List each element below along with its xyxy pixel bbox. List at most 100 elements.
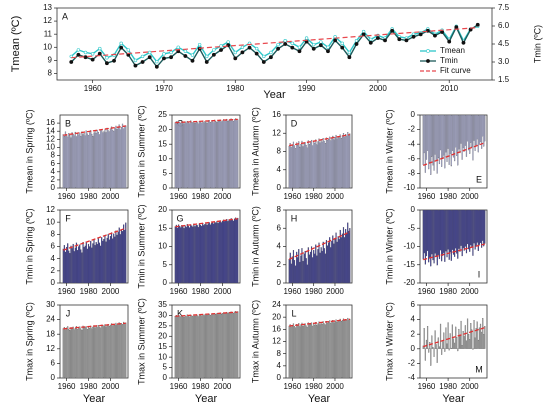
bar xyxy=(204,314,206,379)
bar xyxy=(310,322,313,379)
bar xyxy=(309,142,312,189)
bar xyxy=(462,209,464,249)
y-tick-label: 12 xyxy=(46,344,55,353)
bar xyxy=(194,315,196,379)
y-tick-label: 8 xyxy=(48,69,53,78)
bar xyxy=(447,209,449,250)
bar xyxy=(342,227,345,284)
series-line xyxy=(70,24,478,63)
bar xyxy=(110,323,113,379)
bar xyxy=(423,209,425,254)
bar xyxy=(68,328,70,379)
bar xyxy=(312,145,314,189)
bar xyxy=(110,126,113,189)
bar xyxy=(430,348,432,366)
bar xyxy=(340,138,342,189)
bar xyxy=(348,134,350,189)
bar xyxy=(183,228,185,284)
bar xyxy=(462,331,464,349)
bar xyxy=(84,327,86,379)
point xyxy=(340,41,344,46)
bar xyxy=(312,325,314,379)
bar xyxy=(466,318,469,349)
bar xyxy=(221,120,224,189)
y-tick-label: 10 xyxy=(158,352,167,361)
bar xyxy=(79,326,81,379)
bar xyxy=(439,209,442,251)
point xyxy=(105,56,109,60)
bar xyxy=(459,334,461,349)
point xyxy=(162,56,166,61)
point xyxy=(204,60,209,64)
bar xyxy=(347,222,349,284)
bar xyxy=(73,251,75,284)
y-tick-label: 8 xyxy=(277,205,282,214)
bar xyxy=(336,321,338,379)
point xyxy=(283,42,288,46)
point xyxy=(76,52,81,57)
bar xyxy=(295,265,297,284)
bar xyxy=(192,122,194,189)
bar xyxy=(87,327,90,379)
bar xyxy=(86,248,89,284)
bar xyxy=(117,323,119,379)
bar xyxy=(89,246,91,284)
bar xyxy=(185,227,187,284)
bar xyxy=(452,338,455,349)
bar xyxy=(484,326,486,349)
bar xyxy=(64,329,67,379)
bar xyxy=(65,134,68,189)
bar xyxy=(473,209,475,244)
bar xyxy=(73,329,75,379)
point xyxy=(254,51,259,56)
x-tick-label: 2000 xyxy=(326,287,344,296)
y2-tick-label: 3.0 xyxy=(498,57,510,66)
y-tick-label: -10 xyxy=(403,242,415,251)
bar xyxy=(117,231,119,284)
bar xyxy=(349,133,351,189)
point xyxy=(233,50,237,55)
bar xyxy=(461,209,463,257)
y-axis-title: Tmin in Summer (ºC) xyxy=(136,204,146,288)
bar xyxy=(307,140,309,189)
bar xyxy=(321,250,323,284)
x-tick-label: 2000 xyxy=(214,382,232,391)
y-tick-label: 10 xyxy=(46,143,55,152)
bar xyxy=(292,250,295,284)
bar xyxy=(112,129,114,189)
bar xyxy=(429,209,431,258)
bar xyxy=(86,328,89,379)
y-tick-label: 0 xyxy=(277,373,282,382)
bar xyxy=(305,325,307,379)
y-tick-label: -5 xyxy=(408,223,416,232)
bar xyxy=(84,135,86,189)
x-tick-label: 1970 xyxy=(155,84,173,93)
point xyxy=(148,50,152,55)
bar xyxy=(343,320,346,379)
bar xyxy=(292,141,295,189)
y2-tick-label: 4.5 xyxy=(498,39,510,48)
bar xyxy=(207,223,209,284)
bar xyxy=(102,240,104,284)
x-tick-label: 1960 xyxy=(170,192,188,201)
y-axis-title: Tmin in Winter (ºC) xyxy=(384,208,394,284)
bar xyxy=(313,323,315,379)
bar xyxy=(303,143,305,189)
bar xyxy=(290,326,292,379)
bar xyxy=(81,329,83,379)
bar xyxy=(217,223,219,284)
bar xyxy=(119,129,121,189)
bar xyxy=(195,121,197,189)
bar xyxy=(293,260,296,284)
trend-line xyxy=(63,227,127,251)
bar xyxy=(201,315,203,379)
bar xyxy=(231,120,233,189)
bar xyxy=(216,313,218,379)
bar xyxy=(105,326,107,379)
bar xyxy=(226,219,228,284)
bar xyxy=(76,133,79,189)
bar xyxy=(345,134,347,189)
bar xyxy=(96,243,98,284)
bar xyxy=(228,119,230,189)
bar xyxy=(435,114,437,161)
